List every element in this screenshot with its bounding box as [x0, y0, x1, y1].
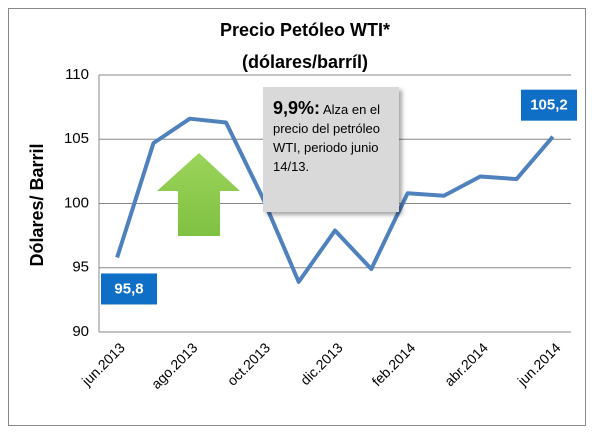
data-label: 105,2: [530, 97, 568, 114]
data-label-box: [521, 89, 577, 121]
annotation-text: Alza en el precio del petróleo WTI, peri…: [273, 102, 381, 174]
chart-subtitle: (dólares/barríl): [242, 52, 368, 72]
annotation-highlight: 9,9%:: [273, 98, 321, 118]
y-tick-label: 100: [64, 194, 89, 211]
y-tick-label: 95: [72, 259, 89, 276]
y-tick-label: 90: [72, 323, 89, 340]
chart-title: Precio Petóleo WTI*: [220, 20, 390, 40]
data-label-box: [101, 273, 157, 305]
annotation-box: 9,9%: Alza en el precio del petróleo WTI…: [263, 87, 399, 212]
up-arrow: [157, 153, 240, 236]
data-label: 95,8: [114, 280, 143, 297]
y-tick-label: 110: [65, 66, 89, 83]
y-tick-label: 105: [64, 130, 89, 147]
data-line: [115, 116, 555, 284]
chart-border: [8, 8, 586, 426]
y-axis-label: Dólares/ Barril: [27, 143, 47, 266]
